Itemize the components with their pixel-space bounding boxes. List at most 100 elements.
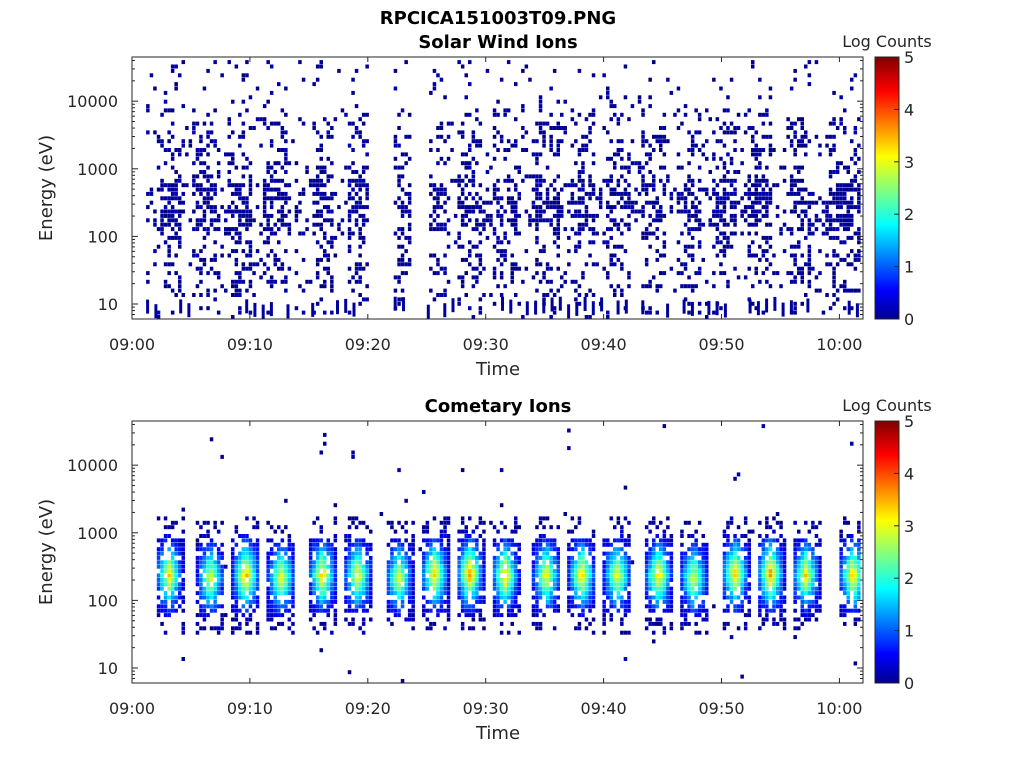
heatmap-cell xyxy=(655,555,659,560)
heatmap-cell xyxy=(156,165,161,170)
heatmap-cell xyxy=(775,512,780,516)
heatmap-cell xyxy=(804,235,808,240)
heatmap-cell xyxy=(369,547,373,552)
heatmap-cell xyxy=(439,551,444,556)
heatmap-cell xyxy=(545,187,550,192)
heatmap-cell xyxy=(199,525,203,530)
heatmap-cell xyxy=(280,262,285,267)
heatmap-cell xyxy=(319,529,323,534)
heatmap-cell xyxy=(768,143,773,148)
heatmap-cell xyxy=(266,613,270,618)
heatmap-cell xyxy=(514,604,518,609)
heatmap-cell xyxy=(195,266,200,271)
heatmap-cell xyxy=(733,148,737,152)
heatmap-cell xyxy=(531,152,536,157)
heatmap-cell xyxy=(793,209,797,214)
heatmap-cell xyxy=(655,249,659,254)
heatmap-cell xyxy=(535,121,539,126)
heatmap-cell xyxy=(446,560,451,565)
heatmap-cell xyxy=(634,218,638,223)
heatmap-cell xyxy=(588,604,592,609)
heatmap-cell xyxy=(659,178,663,183)
heatmap-cell xyxy=(181,577,185,582)
heatmap-cell xyxy=(361,213,366,218)
heatmap-cell xyxy=(369,595,373,600)
heatmap-cell xyxy=(354,525,359,530)
heatmap-cell xyxy=(330,586,334,591)
heatmap-cell xyxy=(613,551,617,556)
heatmap-cell xyxy=(471,315,476,319)
heatmap-cell xyxy=(567,608,571,613)
heatmap-cell xyxy=(620,569,624,574)
heatmap-cell xyxy=(644,191,649,196)
heatmap-cell xyxy=(238,213,242,218)
heatmap-cell xyxy=(666,569,670,574)
heatmap-cell xyxy=(312,82,316,87)
heatmap-cell xyxy=(432,551,437,556)
heatmap-cell xyxy=(733,130,737,135)
heatmap-cell xyxy=(351,542,355,547)
heatmap-cell xyxy=(269,196,274,201)
heatmap-cell xyxy=(326,564,330,569)
heatmap-cell xyxy=(468,538,472,543)
heatmap-cell xyxy=(846,253,850,258)
heatmap-cell xyxy=(245,240,249,245)
heatmap-cell xyxy=(552,178,557,183)
colorbar-tick-label: 4 xyxy=(904,100,914,119)
heatmap-cell xyxy=(697,591,702,596)
heatmap-cell xyxy=(761,134,766,139)
heatmap-cell xyxy=(227,170,231,174)
heatmap-cell xyxy=(535,161,539,166)
heatmap-cell xyxy=(570,143,575,148)
heatmap-cell xyxy=(167,569,171,574)
heatmap-cell xyxy=(609,227,613,232)
heatmap-cell xyxy=(722,573,727,578)
heatmap-cell xyxy=(468,262,472,267)
heatmap-cell xyxy=(712,213,716,218)
heatmap-cell xyxy=(652,148,656,152)
heatmap-cell xyxy=(471,582,476,587)
heatmap-cell xyxy=(754,152,758,157)
heatmap-cell xyxy=(588,577,592,582)
heatmap-cell xyxy=(743,621,748,626)
heatmap-cell xyxy=(789,271,794,276)
heatmap-cell xyxy=(181,104,185,109)
heatmap-cell xyxy=(807,191,812,196)
heatmap-cell xyxy=(556,143,560,148)
heatmap-cell xyxy=(853,266,858,271)
heatmap-cell xyxy=(174,577,178,582)
heatmap-cell xyxy=(174,82,178,87)
heatmap-cell xyxy=(613,547,617,552)
heatmap-cell xyxy=(800,121,804,126)
heatmap-cell xyxy=(354,582,359,587)
heatmap-cell xyxy=(804,520,808,525)
heatmap-cell xyxy=(609,573,613,578)
heatmap-cell xyxy=(330,310,334,315)
heatmap-cell xyxy=(697,209,702,214)
heatmap-cell xyxy=(719,231,723,236)
heatmap-cell xyxy=(758,534,762,538)
heatmap-cell xyxy=(160,187,164,192)
heatmap-cell xyxy=(446,608,451,613)
heatmap-cell xyxy=(163,90,168,95)
heatmap-cell xyxy=(743,520,748,525)
heatmap-cell xyxy=(496,604,500,609)
heatmap-cell xyxy=(358,253,362,258)
heatmap-cell xyxy=(174,569,178,574)
heatmap-cell xyxy=(538,152,543,157)
heatmap-cell xyxy=(492,112,497,117)
heatmap-cell xyxy=(556,253,560,258)
heatmap-cell xyxy=(206,227,210,232)
heatmap-cell xyxy=(676,126,681,130)
heatmap-cell xyxy=(202,174,207,179)
heatmap-cell xyxy=(241,538,246,543)
heatmap-cell xyxy=(266,573,270,578)
heatmap-cell xyxy=(839,200,843,205)
heatmap-cell xyxy=(690,604,695,609)
heatmap-cell xyxy=(606,564,610,569)
heatmap-cell xyxy=(284,582,288,587)
heatmap-cell xyxy=(361,143,366,148)
heatmap-cell xyxy=(163,213,168,218)
heatmap-cell xyxy=(577,520,582,525)
heatmap-cell xyxy=(680,569,684,574)
